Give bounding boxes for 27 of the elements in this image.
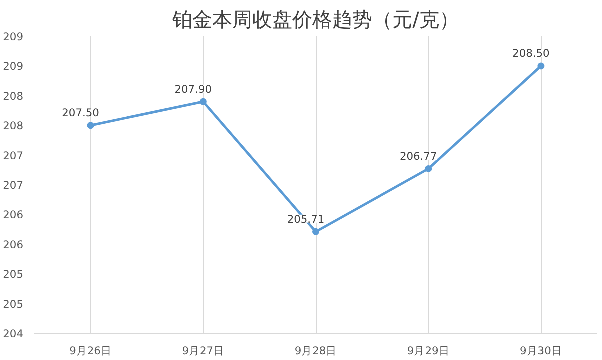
data-label: 207.50 [62,106,100,120]
data-label: 206.77 [400,150,438,163]
y-tick-label: 206 [3,238,24,252]
y-tick-label: 205 [3,298,24,311]
x-tick-label: 9月29日 [407,344,450,358]
y-tick-label: 209 [3,30,24,44]
chart-title: 铂金本周收盘价格趋势（元/克） [172,8,460,32]
y-tick-label: 206 [3,208,24,222]
x-tick-label: 9月27日 [182,344,225,358]
point [200,98,207,106]
y-tick-label: 207 [3,179,24,192]
x-tick-label: 9月28日 [294,344,338,358]
x-tick-label: 9月26日 [70,344,112,358]
point [538,62,545,70]
y-tick-label: 208 [3,120,24,133]
point [87,122,94,130]
data-label: 205.71 [287,212,325,226]
data-label: 208.50 [512,47,550,60]
y-tick-label: 204 [3,328,24,340]
y-tick-label: 205 [3,268,24,282]
x-tick-label: 9月30日 [520,344,562,358]
y-tick-label: 208 [3,90,24,103]
y-tick-label: 209 [3,60,24,74]
data-label: 207.90 [174,82,212,96]
point [312,228,320,236]
y-tick-label: 207 [3,149,24,162]
point [425,165,432,172]
